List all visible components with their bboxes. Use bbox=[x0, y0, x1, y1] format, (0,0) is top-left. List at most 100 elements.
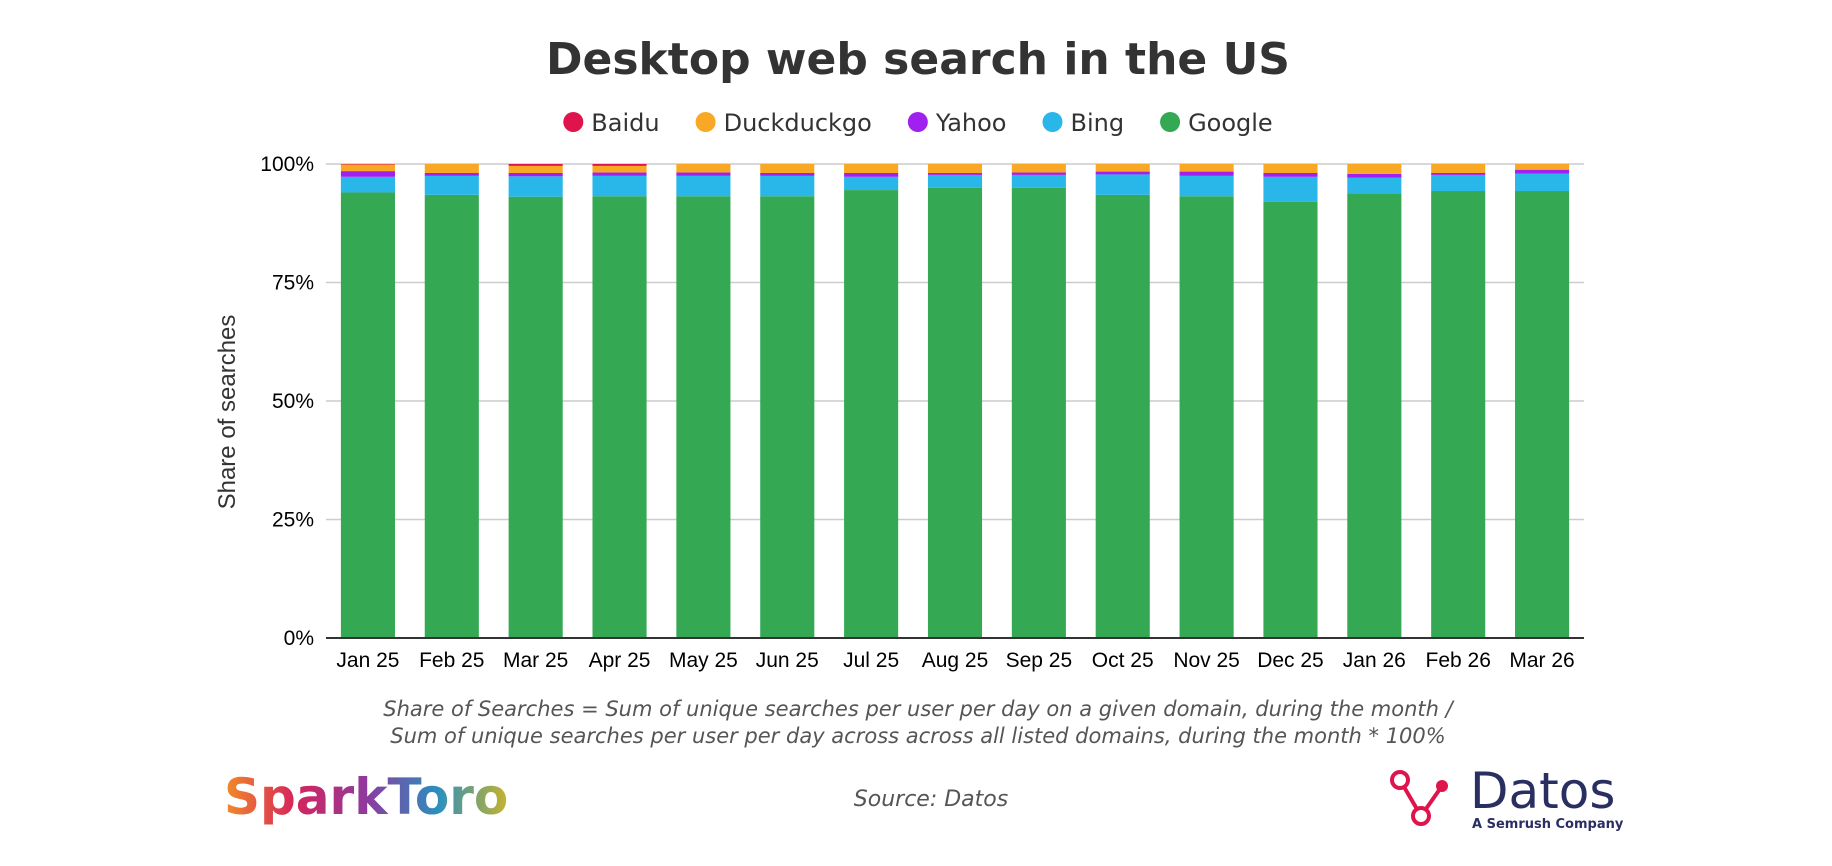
y-tick-label: 100% bbox=[260, 153, 314, 176]
x-tick-label: Aug 25 bbox=[922, 649, 989, 672]
bar-segment-baidu bbox=[508, 164, 563, 166]
bar-segment-bing bbox=[1179, 175, 1234, 197]
legend-label: Baidu bbox=[591, 109, 659, 137]
bar-segment-yahoo bbox=[424, 173, 479, 176]
x-tick-label: Jun 25 bbox=[756, 649, 819, 672]
bar-stack bbox=[1347, 164, 1402, 638]
bar-stack bbox=[340, 164, 395, 638]
datos-wordmark: Datos bbox=[1470, 762, 1615, 820]
bar-segment-bing bbox=[1095, 174, 1150, 195]
bar-segment-bing bbox=[927, 174, 983, 188]
bar-segment-duckduckgo bbox=[340, 164, 395, 172]
bar-segment-duckduckgo bbox=[844, 164, 899, 174]
bar-segment-google bbox=[1179, 196, 1234, 638]
bar-segment-google bbox=[508, 196, 563, 638]
formula-note-line-1: Share of Searches = Sum of unique search… bbox=[383, 697, 1454, 721]
bar-segment-bing bbox=[1515, 173, 1570, 192]
bar-segment-duckduckgo bbox=[1515, 164, 1570, 170]
bar-segment-duckduckgo bbox=[1263, 164, 1318, 174]
bar-segment-bing bbox=[676, 175, 731, 197]
bar-segment-bing bbox=[760, 175, 815, 197]
bar-segment-duckduckgo bbox=[424, 164, 479, 174]
legend-swatch bbox=[907, 112, 928, 132]
legend-label: Yahoo bbox=[935, 109, 1007, 137]
bar-segment-bing bbox=[1347, 177, 1402, 194]
bar-stack bbox=[1431, 164, 1486, 638]
bars bbox=[340, 164, 1570, 639]
legend-swatch bbox=[695, 112, 716, 132]
datos-logo-icon bbox=[1390, 770, 1448, 826]
bar-segment-duckduckgo bbox=[592, 165, 647, 173]
bar-segment-bing bbox=[1263, 176, 1318, 202]
y-tick-label: 0% bbox=[284, 627, 314, 650]
x-tick-label: Feb 26 bbox=[1426, 649, 1491, 672]
bar-stack bbox=[592, 164, 647, 638]
bar-segment-duckduckgo bbox=[1347, 164, 1402, 174]
bar-stack bbox=[760, 164, 815, 638]
bar-stack bbox=[676, 164, 731, 638]
bar-segment-google bbox=[340, 192, 395, 638]
x-tick-label: Apr 25 bbox=[589, 649, 651, 672]
bar-segment-bing bbox=[340, 176, 395, 193]
bar-segment-duckduckgo bbox=[927, 164, 983, 174]
bar-segment-google bbox=[760, 196, 815, 638]
bar-segment-yahoo bbox=[760, 173, 815, 176]
legend-swatch bbox=[563, 112, 584, 132]
x-tick-label: Mar 26 bbox=[1509, 649, 1574, 672]
y-axis-ticks: 0% 25% 50% 75% 100% bbox=[260, 153, 314, 650]
bar-segment-bing bbox=[508, 176, 563, 197]
sparktoro-logo: SparkToro bbox=[224, 768, 508, 826]
x-tick-label: May 25 bbox=[669, 649, 738, 672]
bar-stack bbox=[508, 164, 563, 638]
x-tick-label: Sep 25 bbox=[1006, 649, 1073, 672]
bar-segment-yahoo bbox=[340, 171, 395, 177]
bar-segment-yahoo bbox=[1431, 173, 1486, 175]
bar-segment-google bbox=[1095, 194, 1150, 638]
bar-segment-bing bbox=[424, 175, 479, 195]
y-tick-label: 75% bbox=[272, 272, 314, 295]
bar-segment-google bbox=[1347, 193, 1402, 638]
bar-segment-yahoo bbox=[844, 173, 899, 177]
bar-segment-duckduckgo bbox=[1011, 164, 1066, 173]
bar-segment-yahoo bbox=[1095, 171, 1150, 175]
bar-stack bbox=[1095, 164, 1150, 638]
bar-stack bbox=[1011, 164, 1066, 638]
legend-label: Bing bbox=[1070, 109, 1124, 137]
legend-swatch bbox=[1042, 112, 1063, 132]
x-tick-label: Dec 25 bbox=[1257, 649, 1324, 672]
sparktoro-wordmark: SparkToro bbox=[224, 768, 508, 826]
x-tick-label: Feb 25 bbox=[419, 649, 484, 672]
bar-segment-duckduckgo bbox=[508, 165, 563, 174]
bar-segment-duckduckgo bbox=[1179, 164, 1234, 172]
datos-logo: Datos A Semrush Company bbox=[1390, 762, 1624, 832]
bar-segment-google bbox=[927, 187, 983, 638]
legend-item-google: Google bbox=[1160, 109, 1273, 137]
legend-item-bing: Bing bbox=[1042, 109, 1124, 137]
legend-swatch bbox=[1160, 112, 1181, 132]
legend: Baidu Duckduckgo Yahoo Bing Google bbox=[563, 109, 1273, 137]
bar-segment-duckduckgo bbox=[1095, 164, 1150, 172]
bar-segment-google bbox=[844, 190, 899, 638]
bar-segment-duckduckgo bbox=[760, 164, 815, 174]
bar-stack bbox=[1515, 164, 1570, 638]
bar-segment-bing bbox=[1431, 174, 1486, 192]
legend-label: Google bbox=[1188, 109, 1273, 137]
x-tick-label: Jan 25 bbox=[336, 649, 399, 672]
bar-segment-bing bbox=[592, 175, 647, 197]
x-tick-label: Jul 25 bbox=[843, 649, 899, 672]
bar-stack bbox=[844, 164, 899, 638]
bar-segment-duckduckgo bbox=[676, 164, 731, 173]
bar-segment-duckduckgo bbox=[1431, 164, 1486, 174]
y-tick-label: 25% bbox=[272, 509, 314, 532]
x-tick-label: Jan 26 bbox=[1343, 649, 1406, 672]
bar-segment-yahoo bbox=[1011, 172, 1066, 175]
x-tick-label: Nov 25 bbox=[1173, 649, 1240, 672]
legend-label: Duckduckgo bbox=[724, 109, 872, 137]
bar-segment-yahoo bbox=[1263, 173, 1318, 177]
bar-segment-google bbox=[1431, 191, 1486, 638]
bar-segment-yahoo bbox=[1179, 171, 1234, 176]
bar-segment-yahoo bbox=[1347, 173, 1402, 178]
bar-segment-yahoo bbox=[927, 173, 983, 175]
bar-segment-yahoo bbox=[676, 172, 731, 176]
bar-segment-google bbox=[676, 196, 731, 638]
